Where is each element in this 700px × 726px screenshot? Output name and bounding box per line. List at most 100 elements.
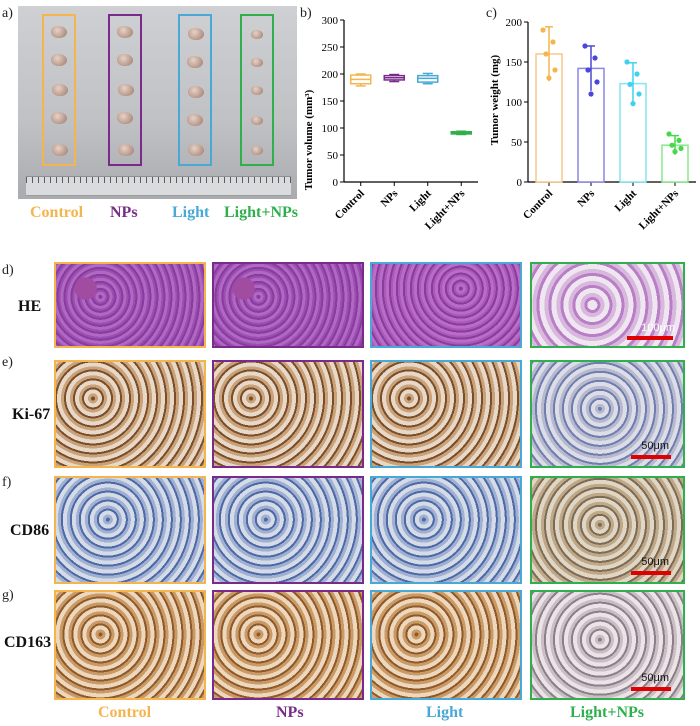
- nps-photo-box: [108, 14, 142, 166]
- he-light-nps-image: 100μm: [530, 262, 685, 348]
- panel-a-label: a): [2, 6, 13, 21]
- weight-point: [630, 101, 636, 107]
- tumor-specimen: [118, 144, 134, 156]
- photo-label-light: Light: [172, 204, 210, 221]
- tumor-specimen: [117, 112, 133, 124]
- weight-y-axis-label: Tumor weight (mg): [489, 54, 501, 145]
- weight-point: [672, 149, 678, 155]
- tumor-specimen: [251, 116, 263, 125]
- cd163-light-image: [370, 590, 522, 700]
- weight-point: [634, 71, 640, 77]
- tumor-specimen: [117, 54, 133, 66]
- tumor-specimen: [51, 54, 67, 66]
- tumor-specimen: [117, 26, 133, 38]
- cd86-light-image: [370, 476, 522, 584]
- tumor-specimen: [251, 58, 263, 67]
- panel-c-label: c): [486, 6, 497, 21]
- volume-y-tick-label: 300: [322, 15, 339, 27]
- volume-y-tick-label: 150: [322, 96, 339, 108]
- weight-point: [669, 142, 675, 148]
- light-photo-box: [178, 14, 212, 166]
- light-nps-photo-box: [240, 14, 274, 166]
- tumor-photo: [18, 6, 297, 199]
- volume-x-tick-label: Light: [407, 187, 434, 214]
- scale-text-he: 100μm: [641, 322, 675, 334]
- bottom-label-control: Control: [98, 704, 152, 721]
- weight-bar: [661, 144, 689, 183]
- weight-point: [588, 91, 594, 97]
- scale-bar-ki67: [631, 455, 671, 459]
- volume-y-tick-label: 250: [322, 42, 339, 54]
- volume-y-tick-label: 0: [333, 177, 339, 189]
- volume-x-tick-label: NPs: [378, 187, 400, 209]
- weight-x-tick-label: NPs: [575, 187, 597, 209]
- weight-x-tick-label: Light+NPs: [637, 187, 682, 232]
- tumor-specimen: [187, 114, 203, 126]
- panel-f-label: f): [2, 475, 12, 490]
- weight-point: [546, 75, 552, 81]
- weight-point: [592, 55, 598, 61]
- weight-point: [552, 67, 558, 73]
- cd163-control-image: [54, 590, 206, 700]
- tumor-specimen: [188, 86, 204, 98]
- tumor-specimen: [52, 84, 68, 96]
- tumor-specimen: [52, 144, 68, 156]
- bottom-label-nps: NPs: [276, 704, 304, 721]
- weight-point: [582, 43, 588, 49]
- he-nps-image: [212, 262, 364, 348]
- tumor-specimen: [188, 28, 204, 40]
- cd86-light-nps-image: 50μm: [530, 476, 685, 584]
- tumor-specimen: [251, 30, 263, 39]
- ki67-nps-image: [212, 360, 364, 468]
- row-label-he: HE: [18, 298, 42, 315]
- weight-point: [624, 59, 630, 65]
- weight-point: [666, 131, 672, 137]
- weight-point: [594, 79, 600, 85]
- volume-x-tick-label: Control: [333, 188, 367, 222]
- weight-point: [627, 81, 633, 87]
- control-photo-box: [42, 14, 76, 166]
- bottom-label-light-nps: Light+NPs: [570, 704, 645, 721]
- scale-text-ki67: 50μm: [641, 440, 669, 452]
- tumor-specimen: [51, 26, 67, 38]
- tumor-specimen: [251, 146, 263, 155]
- tumor-specimen: [118, 84, 134, 96]
- weight-point: [550, 39, 556, 45]
- row-label-cd163: CD163: [4, 634, 52, 651]
- scale-bar-cd163: [631, 687, 671, 691]
- he-control-image: [54, 262, 206, 348]
- weight-x-tick-label: Control: [521, 188, 555, 222]
- scale-text-cd86: 50μm: [641, 556, 669, 568]
- weight-point: [678, 145, 684, 151]
- weight-point: [543, 51, 549, 57]
- cd163-light-nps-image: 50μm: [530, 590, 685, 700]
- weight-point: [540, 27, 546, 33]
- row-label-cd86: CD86: [10, 522, 50, 539]
- weight-x-tick-label: Light: [612, 187, 639, 214]
- ki67-light-nps-image: 50μm: [530, 360, 685, 468]
- photo-label-light-nps: Light+NPs: [224, 204, 299, 221]
- tumor-specimen: [251, 86, 263, 95]
- tumor-specimen: [187, 56, 203, 68]
- panel-b-label: b): [300, 6, 312, 21]
- ruler: [26, 176, 291, 196]
- cd86-nps-image: [212, 476, 364, 584]
- row-label-ki67: Ki-67: [12, 406, 51, 423]
- panel-g-label: g): [2, 588, 14, 603]
- weight-y-tick-label: 50: [511, 137, 523, 149]
- volume-y-tick-label: 200: [322, 69, 339, 81]
- weight-point: [636, 91, 642, 97]
- photo-label-control: Control: [30, 204, 84, 221]
- tumor-specimen: [188, 144, 204, 156]
- volume-y-axis-label: Tumor volume (mm³): [303, 89, 315, 190]
- tumor-specimen: [51, 112, 67, 124]
- cd163-nps-image: [212, 590, 364, 700]
- weight-y-tick-label: 150: [506, 57, 523, 69]
- cd86-control-image: [54, 476, 206, 584]
- bottom-label-light: Light: [426, 704, 464, 721]
- scale-text-cd163: 50μm: [641, 672, 669, 684]
- scale-bar-cd86: [631, 571, 671, 575]
- weight-y-tick-label: 0: [517, 177, 523, 189]
